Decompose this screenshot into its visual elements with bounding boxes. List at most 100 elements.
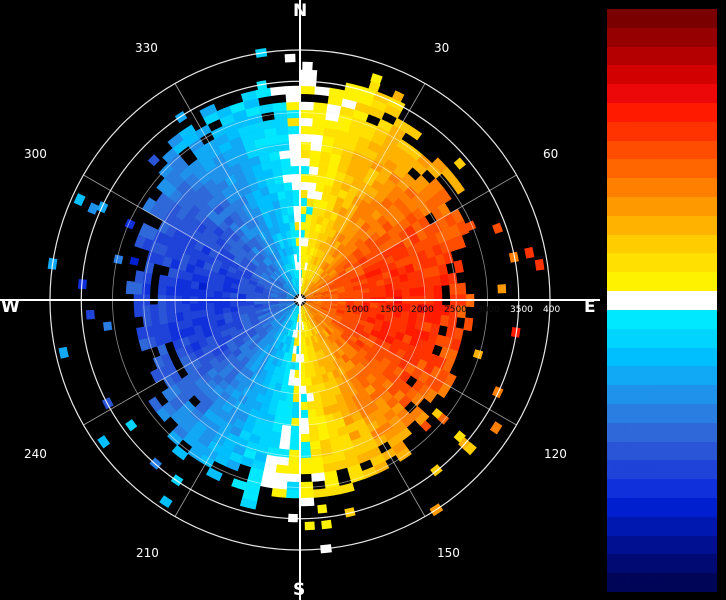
velocity-cell [288,303,296,309]
velocity-cell [285,296,295,299]
velocity-cell [315,182,326,193]
colorbar-level: -2.00m/s [607,347,717,367]
velocity-cell [309,246,316,256]
velocity-cell [286,302,295,307]
velocity-cell [310,214,319,224]
velocity-cell [278,333,285,343]
velocity-cell [310,335,316,345]
velocity-cell [265,280,275,287]
velocity-cell [273,282,282,289]
velocity-cell [264,454,278,465]
velocity-cell [361,306,370,313]
velocity-cell [346,253,356,263]
velocity-cell [173,303,183,314]
velocity-cell [305,301,314,306]
velocity-cell [277,190,287,201]
velocity-cell [269,192,280,202]
velocity-cell [326,168,338,180]
velocity-cell [238,284,248,291]
velocity-cell [215,278,225,287]
velocity-cell [299,481,314,491]
velocity-cell [271,288,280,294]
velocity-cell [148,396,163,413]
velocity-cell [278,302,287,306]
velocity-cell [349,356,360,367]
velocity-cell [341,276,351,283]
velocity-cell [192,420,208,435]
velocity-cell [336,121,352,133]
velocity-cell [417,383,432,399]
velocity-cell [320,356,329,367]
velocity-cell [328,228,338,239]
velocity-cell [278,304,287,309]
velocity-cell [258,152,272,164]
velocity-cell [299,441,311,451]
velocity-cell [305,302,314,307]
velocity-cell [319,308,329,314]
velocity-cell [343,249,353,259]
velocity-cell [316,279,324,287]
velocity-cell [300,181,309,191]
velocity-cell [262,307,272,312]
velocity-cell [293,313,298,322]
velocity-cell [232,334,242,344]
velocity-cell [279,290,288,295]
velocity-cell [270,216,279,227]
velocity-cell [291,401,300,411]
velocity-cell [233,169,247,182]
velocity-cell [181,399,196,414]
velocity-cell [288,449,300,459]
velocity-cell [340,181,352,193]
velocity-cell [385,303,395,311]
velocity-cell [370,408,384,422]
velocity-cell [304,279,310,288]
velocity-cell [248,330,258,339]
velocity-cell [310,255,317,265]
velocity-cell [241,256,252,266]
velocity-cell [289,149,301,159]
velocity-cell [423,183,438,199]
velocity-cell [308,328,314,337]
velocity-cell [331,221,341,232]
velocity-cell [263,228,272,239]
velocity-cell [311,286,319,293]
velocity-cell [170,174,186,189]
velocity-cell [265,255,274,265]
velocity-cell [231,347,242,358]
velocity-cell [276,456,289,466]
velocity-cell [317,504,328,514]
colorbar-level-label: -8.67m/s [608,537,657,551]
velocity-cell [256,80,268,91]
velocity-cell [338,482,355,495]
velocity-cell [268,438,281,449]
velocity-cell [312,275,320,284]
velocity-cell [290,254,295,263]
velocity-cell [301,313,305,323]
velocity-cell [211,172,226,186]
azimuth-spoke [299,299,517,426]
velocity-cell [443,372,457,388]
velocity-cell [304,304,311,311]
velocity-cell [322,329,330,338]
velocity-cell [308,424,319,434]
velocity-cell [215,426,230,440]
velocity-cell [313,293,322,297]
velocity-cell [312,265,319,274]
velocity-cell [292,278,297,287]
velocity-cell [354,339,365,349]
velocity-cell [302,313,307,322]
velocity-cell [292,345,297,355]
velocity-cell [259,368,269,379]
velocity-cell [338,269,348,278]
velocity-cell [304,289,311,296]
velocity-cell [282,264,288,274]
velocity-cell [260,249,269,259]
velocity-cell [318,340,326,350]
velocity-cell [241,334,252,344]
velocity-cell [322,405,333,416]
velocity-cell [332,350,342,360]
velocity-cell [307,254,313,264]
velocity-cell [189,407,204,422]
velocity-cell [268,151,281,162]
velocity-cell [285,300,295,303]
